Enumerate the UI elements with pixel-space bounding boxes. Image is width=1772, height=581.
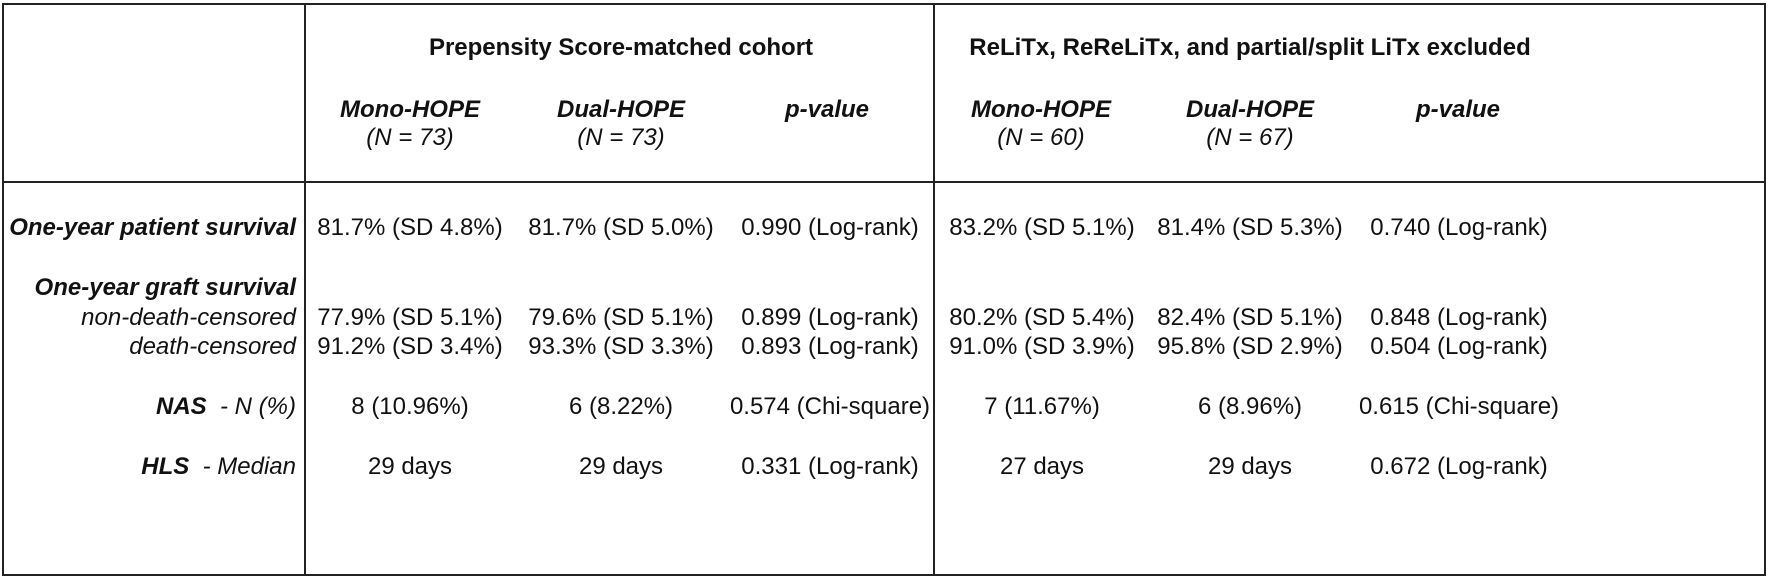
column-divider-label — [304, 5, 306, 574]
cell-patient-excl-dual: 81.4% (SD 5.3%) — [1157, 214, 1343, 241]
cell-nas-psm-dual: 6 (8.22%) — [568, 393, 674, 420]
col-header-psm-dual: Dual-HOPE (N = 73) — [556, 96, 686, 151]
row-label-hls: HLS - Median — [141, 453, 296, 480]
col-header-excl-mono: Mono-HOPE (N = 60) — [971, 96, 1111, 151]
cell-ndc-excl-mono: 80.2% (SD 5.4%) — [949, 304, 1135, 331]
cell-patient-psm-p: 0.990 (Log-rank) — [741, 214, 919, 241]
cell-nas-psm-p: 0.574 (Chi-square) — [729, 393, 931, 420]
cell-hls-excl-p: 0.672 (Log-rank) — [1370, 453, 1548, 480]
row-label-death-censored: death-censored — [129, 333, 296, 360]
group-header-excluded: ReLiTx, ReReLiTx, and partial/split LiTx… — [969, 34, 1531, 61]
cell-ndc-excl-dual: 82.4% (SD 5.1%) — [1157, 304, 1343, 331]
cell-dc-excl-p: 0.504 (Log-rank) — [1370, 333, 1548, 360]
row-label-patient-survival: One-year patient survival — [9, 214, 296, 241]
cell-hls-psm-mono: 29 days — [367, 453, 453, 480]
cell-ndc-psm-mono: 77.9% (SD 5.1%) — [317, 304, 503, 331]
cell-nas-excl-mono: 7 (11.67%) — [984, 393, 1100, 420]
cell-patient-excl-p: 0.740 (Log-rank) — [1370, 214, 1548, 241]
col-header-psm-mono: Mono-HOPE (N = 73) — [340, 96, 480, 151]
results-table — [2, 3, 1766, 576]
cell-dc-psm-mono: 91.2% (SD 3.4%) — [317, 333, 503, 360]
row-label-graft-survival: One-year graft survival — [34, 274, 296, 301]
row-label-non-death-censored: non-death-censored — [81, 304, 296, 331]
col-header-excl-pvalue: p-value — [1415, 96, 1501, 123]
header-divider — [4, 181, 1764, 183]
cell-patient-psm-dual: 81.7% (SD 5.0%) — [528, 214, 714, 241]
cell-nas-psm-mono: 8 (10.96%) — [351, 393, 469, 420]
col-header-excl-dual: Dual-HOPE (N = 67) — [1185, 96, 1315, 151]
column-divider-group — [933, 5, 935, 574]
cell-hls-excl-mono: 27 days — [999, 453, 1085, 480]
cell-dc-excl-mono: 91.0% (SD 3.9%) — [949, 333, 1135, 360]
cell-hls-psm-dual: 29 days — [578, 453, 664, 480]
row-label-nas: NAS - N (%) — [156, 393, 296, 420]
cell-patient-excl-mono: 83.2% (SD 5.1%) — [949, 214, 1135, 241]
group-header-psm: Prepensity Score-matched cohort — [428, 34, 814, 61]
cell-ndc-psm-dual: 79.6% (SD 5.1%) — [528, 304, 714, 331]
cell-dc-excl-dual: 95.8% (SD 2.9%) — [1157, 333, 1343, 360]
cell-hls-psm-p: 0.331 (Log-rank) — [741, 453, 919, 480]
cell-hls-excl-dual: 29 days — [1207, 453, 1293, 480]
cell-dc-psm-dual: 93.3% (SD 3.3%) — [528, 333, 714, 360]
cell-ndc-excl-p: 0.848 (Log-rank) — [1370, 304, 1548, 331]
cell-nas-excl-dual: 6 (8.96%) — [1197, 393, 1303, 420]
cell-ndc-psm-p: 0.899 (Log-rank) — [741, 304, 919, 331]
cell-dc-psm-p: 0.893 (Log-rank) — [741, 333, 919, 360]
col-header-psm-pvalue: p-value — [784, 96, 870, 123]
cell-nas-excl-p: 0.615 (Chi-square) — [1358, 393, 1560, 420]
cell-patient-psm-mono: 81.7% (SD 4.8%) — [317, 214, 503, 241]
